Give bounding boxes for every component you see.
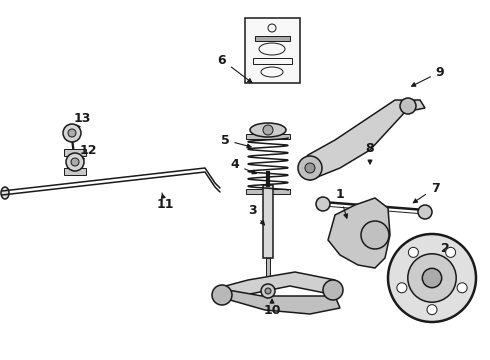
Text: 13: 13 <box>74 112 91 130</box>
Circle shape <box>263 125 273 135</box>
Ellipse shape <box>1 187 9 199</box>
Circle shape <box>71 158 79 166</box>
Text: 11: 11 <box>156 193 174 211</box>
Polygon shape <box>300 100 425 180</box>
Circle shape <box>298 156 322 180</box>
Text: 12: 12 <box>79 144 97 162</box>
Circle shape <box>418 205 432 219</box>
Text: 4: 4 <box>231 158 256 174</box>
Circle shape <box>408 247 418 257</box>
Circle shape <box>316 197 330 211</box>
Circle shape <box>445 247 456 257</box>
Text: 8: 8 <box>366 141 374 164</box>
Circle shape <box>427 305 437 315</box>
Bar <box>263 185 273 258</box>
Circle shape <box>261 284 275 298</box>
Polygon shape <box>228 290 340 314</box>
Bar <box>335 228 355 246</box>
Bar <box>246 134 290 139</box>
Bar <box>245 18 300 83</box>
Circle shape <box>457 283 467 293</box>
Circle shape <box>397 283 407 293</box>
Circle shape <box>323 280 343 300</box>
Bar <box>64 168 86 175</box>
Circle shape <box>400 98 416 114</box>
Circle shape <box>388 234 476 322</box>
Text: 7: 7 <box>414 181 440 203</box>
Ellipse shape <box>250 123 286 137</box>
Text: 5: 5 <box>220 134 251 148</box>
Circle shape <box>66 153 84 171</box>
Bar <box>64 149 86 156</box>
Bar <box>253 58 292 64</box>
Circle shape <box>265 288 271 294</box>
Circle shape <box>422 268 441 288</box>
Text: 3: 3 <box>247 203 265 225</box>
Circle shape <box>68 129 76 137</box>
Polygon shape <box>328 198 390 268</box>
Circle shape <box>63 124 81 142</box>
Text: 9: 9 <box>412 66 444 86</box>
Bar <box>246 189 290 194</box>
Text: 2: 2 <box>432 242 449 267</box>
Circle shape <box>408 254 456 302</box>
Bar <box>255 36 290 41</box>
Polygon shape <box>218 272 335 302</box>
Circle shape <box>212 285 232 305</box>
Circle shape <box>305 163 315 173</box>
Text: 10: 10 <box>263 299 281 316</box>
Bar <box>266 258 270 285</box>
Circle shape <box>361 221 389 249</box>
Text: 6: 6 <box>218 54 252 82</box>
Text: 1: 1 <box>336 189 347 218</box>
